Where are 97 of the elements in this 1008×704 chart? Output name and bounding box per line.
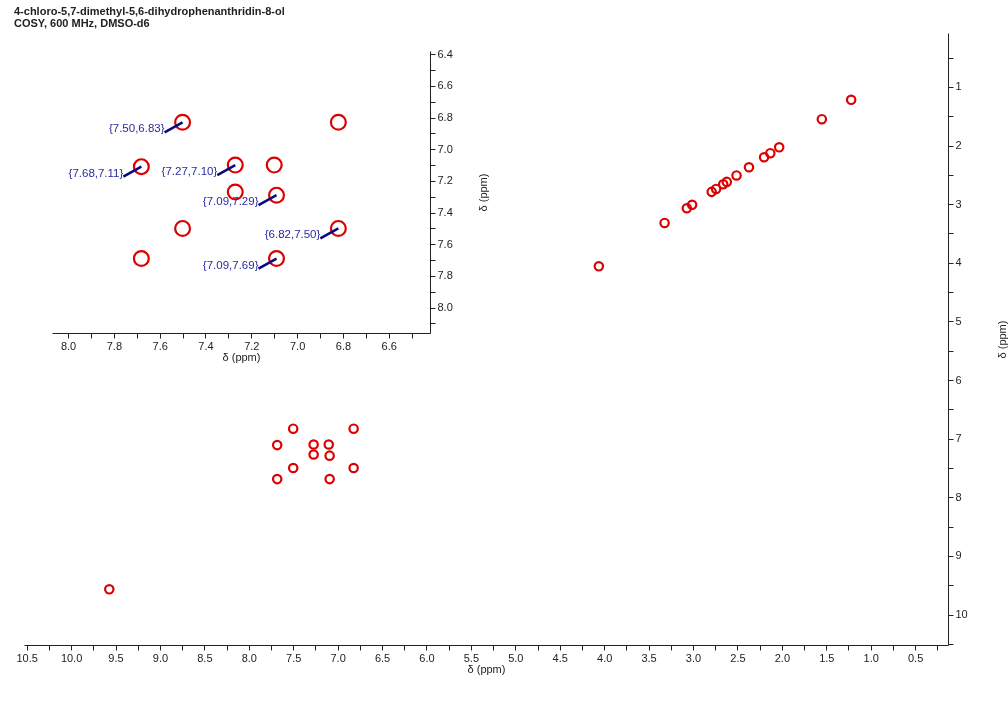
- x-tick-label: 7.0: [330, 651, 346, 664]
- point: [686, 199, 698, 211]
- x-tick-label: 6.8: [335, 339, 352, 352]
- annotation: {6.82,7.50}: [264, 228, 321, 241]
- point: [348, 423, 359, 434]
- y-tick-label: 7: [955, 432, 962, 445]
- x-tick-label: 1.0: [863, 651, 879, 664]
- x-axis-title: δ (ppm): [467, 662, 506, 675]
- point: [659, 217, 670, 229]
- annotation: {7.50,6.83}: [108, 122, 165, 135]
- x-tick-label: 3.5: [641, 651, 657, 664]
- point: [329, 113, 347, 131]
- point: [226, 156, 244, 174]
- point: [174, 219, 192, 237]
- point: [845, 94, 857, 106]
- x-tick-label: 10.0: [60, 651, 83, 664]
- point: [324, 473, 335, 485]
- point: [731, 170, 742, 181]
- y-tick-label: 7.6: [437, 237, 453, 250]
- point: [329, 219, 347, 237]
- point: [132, 250, 150, 268]
- y-axis-title: δ (ppm): [476, 173, 489, 212]
- point: [265, 156, 283, 174]
- y-tick-label: 7.0: [437, 142, 453, 155]
- x-tick-label: 1.5: [819, 651, 835, 664]
- point: [706, 186, 717, 198]
- y-tick-label: 8: [955, 490, 962, 503]
- point: [271, 439, 283, 451]
- point: [323, 439, 335, 450]
- y-tick-label: 4: [955, 256, 962, 269]
- x-axis-title: δ (ppm): [222, 350, 261, 363]
- y-tick-label: 7.4: [437, 206, 453, 219]
- y-tick-label: 6.6: [437, 79, 453, 92]
- point: [765, 147, 776, 159]
- y-tick-label: 10: [955, 608, 968, 621]
- y-tick-label: 8.0: [437, 301, 453, 314]
- point: [267, 250, 286, 268]
- point: [758, 152, 770, 163]
- y-tick-label: 2: [955, 139, 962, 152]
- x-tick-label: 8.5: [197, 651, 213, 664]
- point: [308, 449, 319, 460]
- y-tick-label: 3: [955, 197, 962, 210]
- x-tick-label: 7.8: [106, 339, 122, 352]
- x-tick-label: 7.4: [198, 339, 214, 352]
- y-tick-label: 6.4: [437, 47, 453, 60]
- y-axis-title: δ (ppm): [995, 320, 1008, 359]
- x-tick-label: 7.2: [244, 339, 260, 352]
- y-tick-label: 7.2: [437, 174, 453, 187]
- y-tick-label: 5: [955, 314, 962, 327]
- x-tick-label: 0.5: [907, 651, 924, 664]
- annotation: {7.09,7.29}: [202, 195, 259, 208]
- point: [743, 161, 755, 173]
- point: [174, 113, 192, 131]
- point: [308, 439, 319, 450]
- point: [287, 462, 299, 474]
- point: [593, 261, 605, 272]
- annotation: {7.27,7.10}: [161, 165, 218, 178]
- point: [681, 203, 693, 214]
- x-tick-label: 8.0: [241, 651, 257, 664]
- y-tick-label: 1: [955, 80, 962, 93]
- point: [104, 584, 115, 595]
- point: [287, 423, 299, 434]
- point: [710, 183, 722, 195]
- x-tick-label: 8.0: [60, 339, 77, 352]
- point: [348, 462, 359, 474]
- x-tick-label: 6.0: [419, 651, 435, 664]
- x-tick-label: 9.0: [152, 651, 169, 664]
- point: [271, 473, 283, 485]
- x-tick-label: 4.5: [552, 651, 568, 664]
- x-tick-label: 5.5: [463, 651, 480, 664]
- annotation: {7.09,7.69}: [202, 258, 259, 271]
- x-tick-label: 7.6: [152, 339, 168, 352]
- y-tick-label: 9: [955, 549, 962, 562]
- point: [267, 186, 286, 204]
- x-tick-label: 2.0: [774, 651, 791, 664]
- x-tick-label: 3.0: [685, 651, 702, 664]
- annotation: {7.68,7.11}: [68, 166, 124, 179]
- point: [721, 176, 733, 188]
- point: [324, 450, 335, 461]
- x-tick-label: 6.6: [381, 339, 397, 352]
- y-tick-label: 6: [955, 373, 962, 386]
- point: [132, 158, 150, 176]
- point: [816, 113, 828, 125]
- x-tick-label: 6.5: [374, 651, 391, 664]
- x-tick-label: 7.0: [289, 339, 306, 352]
- y-tick-label: 6.8: [437, 111, 453, 124]
- x-tick-label: 4.0: [597, 651, 613, 664]
- chart-title: 4-chloro-5,7-dimethyl-5,6-dihydrophenanthridin-8-ol: [14, 5, 285, 17]
- point: [717, 178, 729, 190]
- x-tick-label: 7.5: [286, 651, 302, 664]
- x-tick-label: 5.0: [508, 651, 524, 664]
- x-tick-label: 10.5: [16, 651, 38, 664]
- chart-subtitle: COSY, 600 MHz, DMSO-d6: [14, 17, 150, 29]
- x-tick-label: 9.5: [108, 651, 124, 664]
- x-tick-label: 2.5: [730, 651, 746, 664]
- point: [773, 142, 785, 153]
- y-tick-label: 7.8: [437, 269, 453, 282]
